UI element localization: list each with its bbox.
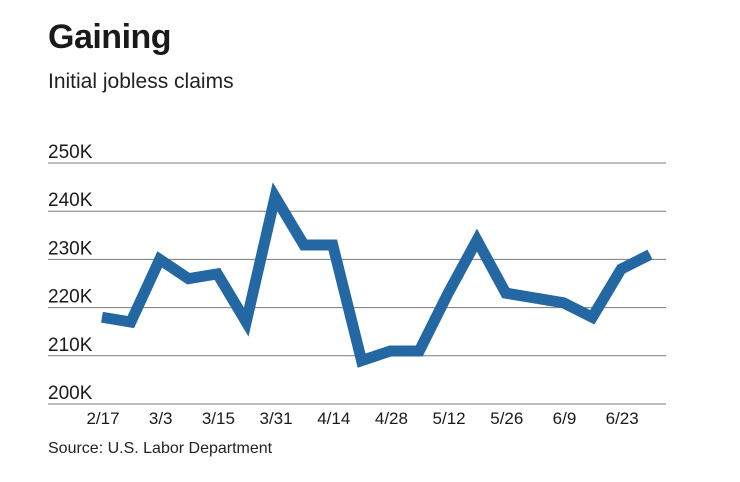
y-tick-label: 250K — [48, 142, 93, 163]
x-tick-label: 3/31 — [260, 409, 293, 428]
data-point — [101, 316, 103, 318]
x-tick-label: 4/14 — [317, 409, 350, 428]
data-point — [188, 278, 190, 280]
data-point — [620, 268, 622, 270]
data-point — [303, 244, 305, 246]
x-tick-label: 4/28 — [375, 409, 408, 428]
data-point — [591, 316, 593, 318]
chart-subtitle: Initial jobless claims — [48, 70, 234, 93]
gridlines — [48, 162, 666, 405]
x-tick-label: 6/9 — [553, 409, 577, 428]
y-tick-label: 210K — [48, 335, 93, 356]
data-point — [361, 360, 363, 362]
data-point — [447, 292, 449, 294]
x-tick-label: 3/3 — [149, 409, 173, 428]
x-tick-label: 6/23 — [606, 409, 639, 428]
data-point — [476, 239, 478, 241]
y-tick-label: 230K — [48, 238, 93, 259]
data-point — [389, 350, 391, 352]
line-chart: 250K 240K 230K 220K 210K 200K 2/17 3/3 3/15 3/31… — [48, 142, 666, 428]
data-point — [534, 297, 536, 299]
x-tick-label: 5/12 — [433, 409, 466, 428]
x-tick-label: 2/17 — [86, 409, 119, 428]
data-point — [245, 321, 247, 323]
y-tick-label: 220K — [48, 287, 93, 308]
data-point — [332, 244, 334, 246]
y-tick-label: 240K — [48, 190, 93, 211]
data-point — [159, 258, 161, 260]
x-tick-label: 3/15 — [202, 409, 235, 428]
data-point — [274, 196, 276, 198]
series-line-layer — [101, 182, 653, 368]
y-axis-ticks: 250K 240K 230K 220K 210K 200K — [48, 142, 93, 404]
series-line — [101, 182, 653, 368]
x-tick-label: 5/26 — [490, 409, 523, 428]
data-point — [216, 273, 218, 275]
chart-title: Gaining — [48, 18, 172, 56]
data-point — [562, 302, 564, 304]
data-point — [649, 254, 651, 256]
data-point — [418, 350, 420, 352]
source-note: Source: U.S. Labor Department — [48, 440, 273, 457]
x-axis-ticks: 2/17 3/3 3/15 3/31 4/14 4/28 5/12 5/26 6/9 6/23 — [86, 409, 638, 428]
data-point — [130, 321, 132, 323]
y-tick-label: 200K — [48, 383, 93, 404]
data-point — [505, 292, 507, 294]
